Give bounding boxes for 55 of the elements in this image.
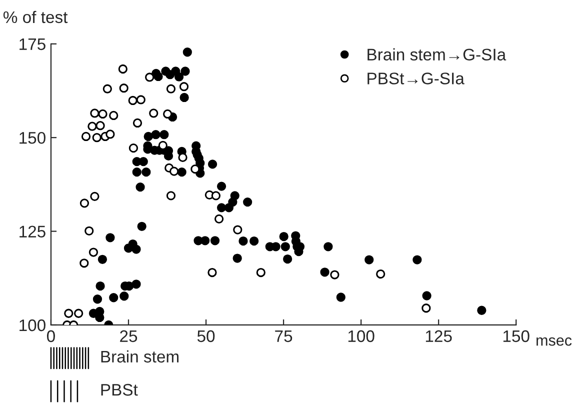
legend-label: PBSt→G-SIa <box>368 72 464 84</box>
point <box>136 95 146 104</box>
point <box>256 268 266 278</box>
point <box>208 268 217 278</box>
x-tick-label: 50 <box>197 330 215 342</box>
text: Brain stem <box>101 350 178 363</box>
text: PBSt <box>101 384 138 396</box>
point <box>109 110 118 120</box>
point <box>166 191 176 200</box>
point <box>90 192 100 201</box>
x-axis-title: msec <box>536 337 572 346</box>
point <box>119 84 128 93</box>
point <box>149 108 158 118</box>
y-tick-label: 175 <box>20 38 46 50</box>
point <box>128 144 138 153</box>
point <box>178 152 188 162</box>
point <box>132 118 142 128</box>
point <box>81 132 91 142</box>
y-tick-label: 100 <box>20 319 46 332</box>
point <box>422 304 431 313</box>
point <box>80 258 89 268</box>
point <box>330 270 340 280</box>
point <box>166 84 176 94</box>
point <box>102 84 112 94</box>
y-tick-label: 150 <box>20 132 46 144</box>
point <box>96 121 105 130</box>
point <box>211 191 221 200</box>
point <box>88 122 97 131</box>
point <box>145 72 154 82</box>
point <box>163 109 172 119</box>
point <box>92 133 102 142</box>
x-tick-label: 125 <box>426 330 452 342</box>
y-tick-label: 125 <box>20 226 46 238</box>
point <box>90 108 100 118</box>
x-tick-label: 100 <box>348 330 374 342</box>
point <box>214 214 224 224</box>
point <box>98 109 108 119</box>
point <box>106 130 115 139</box>
point <box>179 82 189 92</box>
point <box>170 166 179 176</box>
point <box>233 225 242 234</box>
x-tick-label: 150 <box>503 330 530 342</box>
point <box>376 269 386 279</box>
point <box>64 308 74 318</box>
x-tick-label: 75 <box>275 330 292 342</box>
point <box>88 248 98 257</box>
point <box>118 64 128 74</box>
x-tick-label: 25 <box>120 330 138 342</box>
legend-label: Brain stem→G-SIa <box>368 48 506 61</box>
point <box>84 226 94 236</box>
point <box>74 308 84 318</box>
point <box>80 198 90 208</box>
x-tick-label: 0 <box>46 330 55 342</box>
y-axis-title: % of test <box>3 10 68 24</box>
point <box>128 96 138 106</box>
